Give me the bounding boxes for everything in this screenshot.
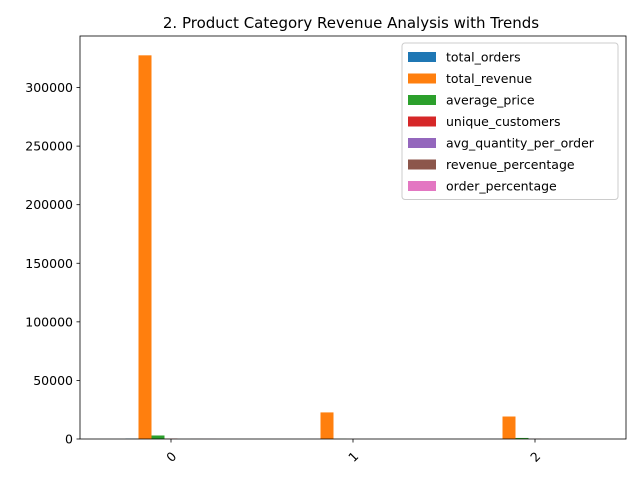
y-tick-label: 100000: [25, 314, 73, 329]
legend-label-order_percentage: order_percentage: [446, 179, 557, 194]
legend-swatch-unique_customers: [408, 117, 436, 127]
legend-swatch-total_revenue: [408, 74, 436, 84]
legend-swatch-avg_quantity_per_order: [408, 138, 436, 148]
y-tick-label: 300000: [25, 80, 73, 95]
bar-total_revenue-1: [321, 412, 334, 439]
legend-swatch-total_orders: [408, 52, 436, 62]
bar-average_price-0: [152, 435, 165, 439]
legend-label-avg_quantity_per_order: avg_quantity_per_order: [446, 136, 595, 151]
legend-label-average_price: average_price: [446, 93, 535, 108]
bar-total_revenue-0: [139, 55, 152, 439]
y-tick-label: 250000: [25, 139, 73, 154]
legend-label-total_orders: total_orders: [446, 50, 521, 65]
legend-label-unique_customers: unique_customers: [446, 114, 561, 129]
y-tick-label: 50000: [33, 373, 73, 388]
legend-swatch-revenue_percentage: [408, 160, 436, 170]
legend-swatch-order_percentage: [408, 181, 436, 191]
legend-label-total_revenue: total_revenue: [446, 71, 532, 86]
y-tick-label: 0: [65, 432, 73, 447]
y-tick-label: 200000: [25, 197, 73, 212]
y-tick-label: 150000: [25, 256, 73, 271]
legend-label-revenue_percentage: revenue_percentage: [446, 157, 575, 172]
bar-total_revenue-2: [503, 417, 516, 439]
legend-swatch-average_price: [408, 95, 436, 105]
chart-title: 2. Product Category Revenue Analysis wit…: [163, 14, 539, 32]
